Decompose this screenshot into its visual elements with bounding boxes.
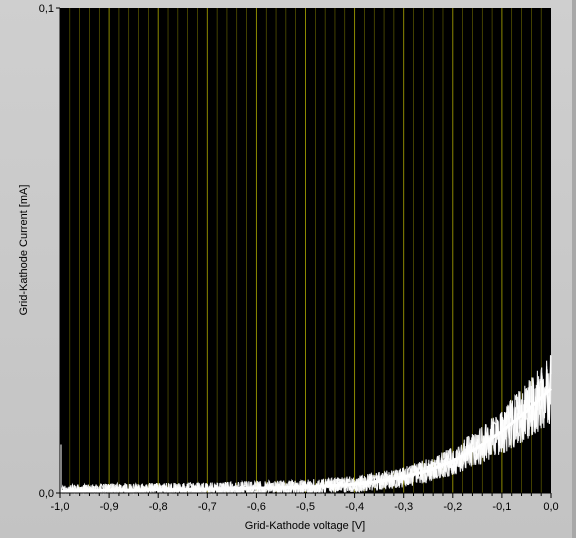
x-tick-label: -0,3 <box>394 501 413 513</box>
x-tick-label: -0,7 <box>198 501 217 513</box>
x-tick-label: -0,5 <box>296 501 315 513</box>
data-trace-core <box>59 387 553 493</box>
x-tick-label: -0,9 <box>100 501 119 513</box>
x-tick-label: -0,2 <box>443 501 462 513</box>
x-tick-label: -0,1 <box>492 501 511 513</box>
y-axis-title: Grid-Kathode Current [mA] <box>18 185 30 316</box>
x-tick-label: 0,0 <box>543 501 558 513</box>
y-tick-label: 0,1 <box>39 3 54 15</box>
x-tick-label: -0,6 <box>247 501 266 513</box>
x-tick-label: -1,0 <box>51 501 70 513</box>
x-tick-label: -0,8 <box>149 501 168 513</box>
x-tick-label: -0,4 <box>345 501 364 513</box>
y-tick-label: 0,0 <box>39 488 54 500</box>
grid-lines <box>69 8 542 493</box>
axes: -1,0 -0,9 -0,8 -0,7 -0,6 -0,5 -0,4 -0,3 -0,2 -0,1… <box>39 3 559 513</box>
data-trace <box>59 355 552 495</box>
x-axis-title: Grid-Kathode voltage [V] <box>245 520 365 532</box>
